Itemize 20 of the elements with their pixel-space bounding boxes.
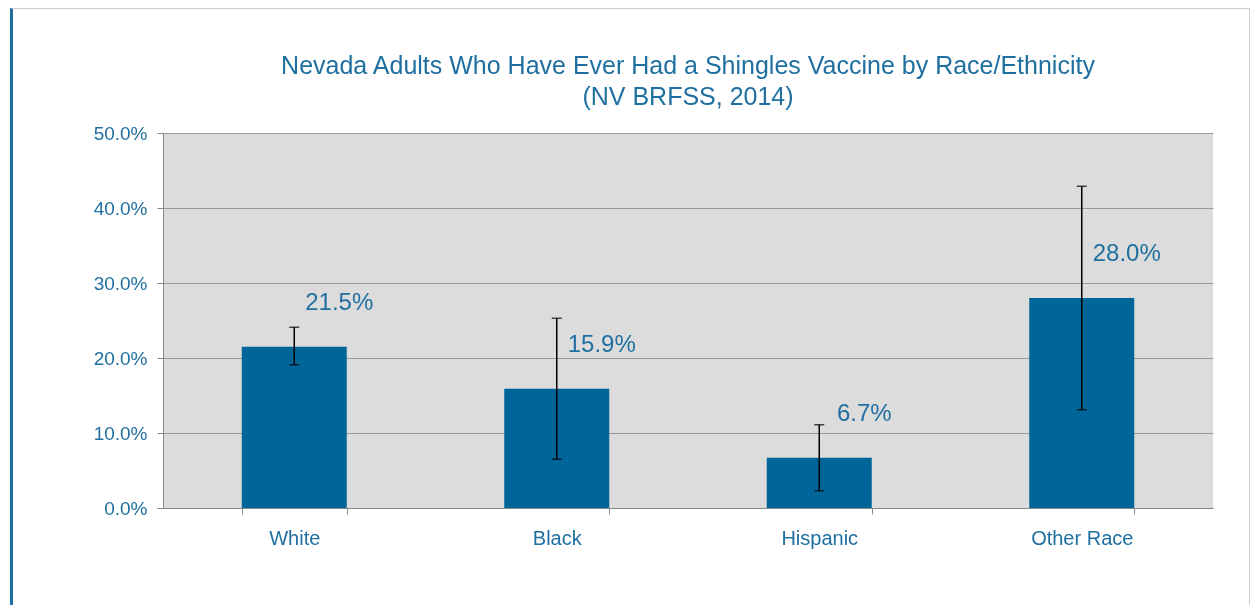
data-label: 28.0% bbox=[1092, 239, 1161, 266]
x-tick-label: Black bbox=[532, 526, 583, 549]
y-tick-label: 10.0% bbox=[93, 422, 148, 444]
bar bbox=[241, 346, 347, 508]
x-tick-label: Other Race bbox=[1031, 526, 1134, 549]
data-label: 15.9% bbox=[567, 329, 636, 357]
y-tick-label: 50.0% bbox=[93, 122, 148, 144]
chart-subtitle: (NV BRFSS, 2014) bbox=[582, 82, 794, 110]
x-tick-label: White bbox=[269, 526, 321, 549]
bar bbox=[504, 388, 610, 508]
bar bbox=[766, 457, 872, 508]
x-tick-label: Hispanic bbox=[781, 526, 859, 549]
y-tick-label: 30.0% bbox=[93, 272, 148, 294]
y-tick-label: 40.0% bbox=[93, 197, 148, 219]
chart-title: Nevada Adults Who Have Ever Had a Shingles Vaccine by Race/Ethnicity bbox=[281, 51, 1096, 79]
data-label: 21.5% bbox=[305, 287, 374, 315]
data-label: 6.7% bbox=[836, 398, 892, 426]
y-tick-label: 0.0% bbox=[104, 497, 148, 519]
y-tick-label: 20.0% bbox=[93, 347, 148, 369]
bar bbox=[1029, 298, 1135, 508]
